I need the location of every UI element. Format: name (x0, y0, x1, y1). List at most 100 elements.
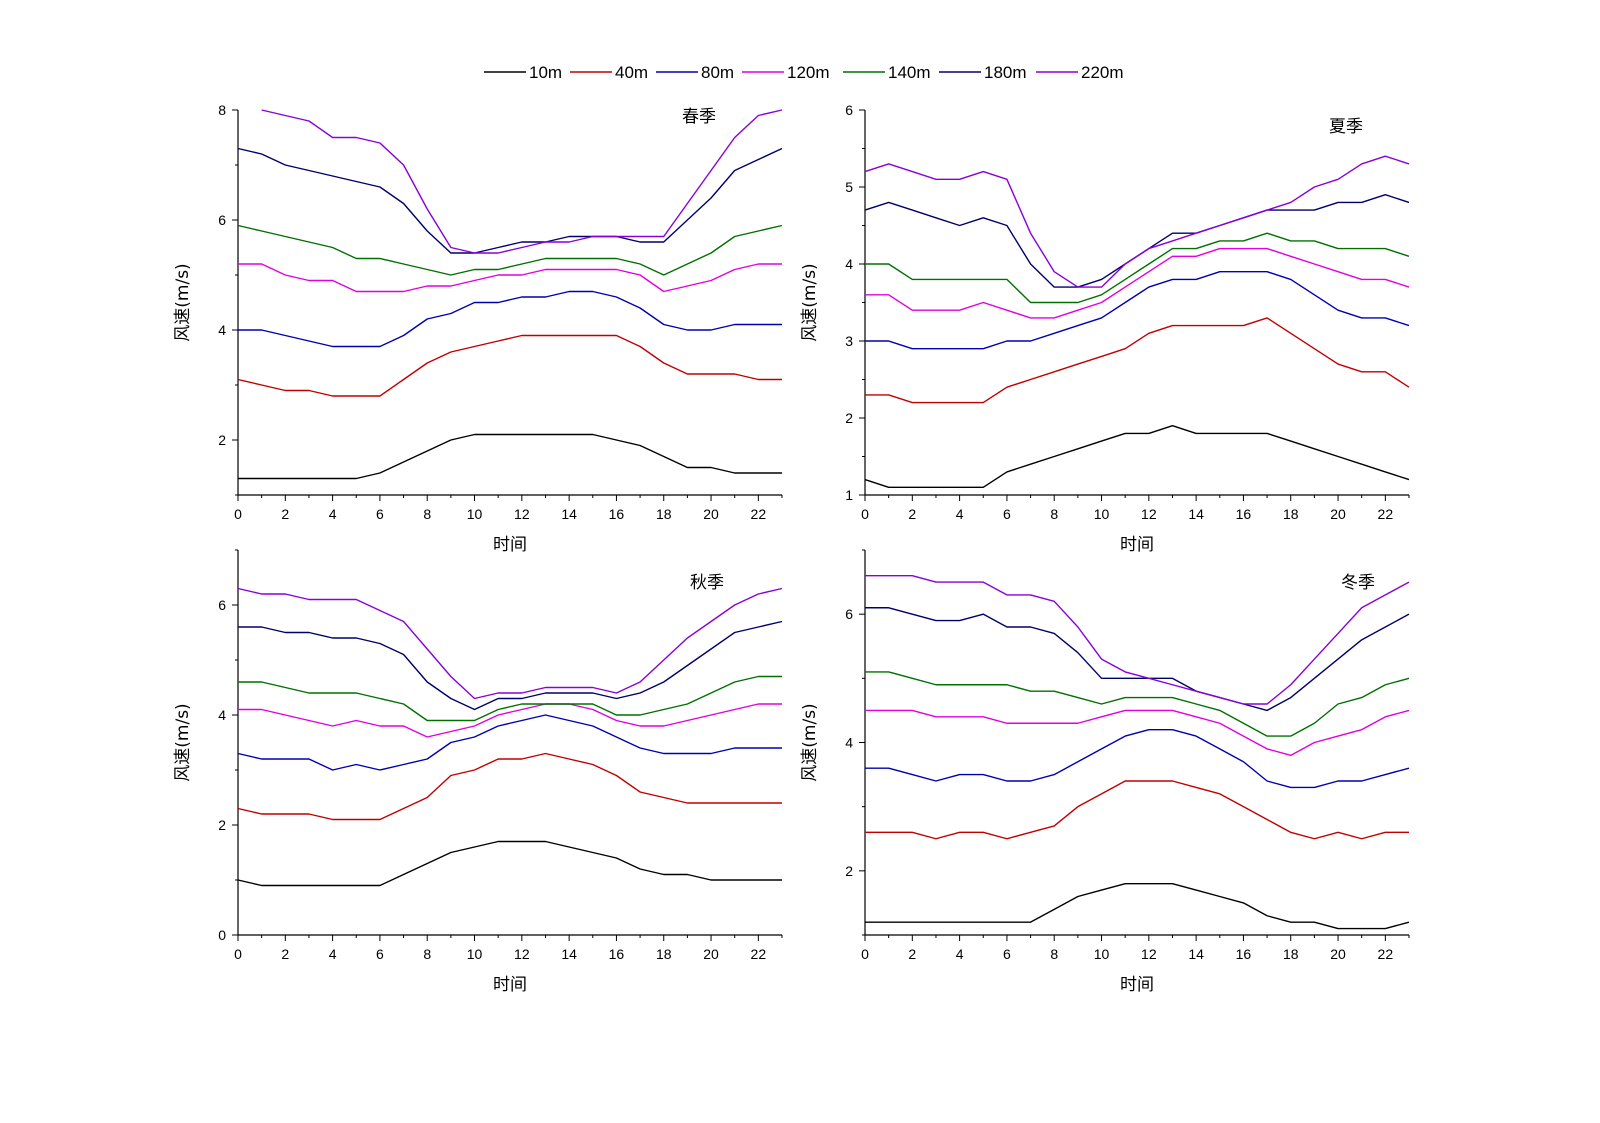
y-axis-title: 风速(m/s) (173, 263, 193, 341)
season-label: 春季 (682, 107, 716, 127)
series-line-180m (238, 620, 783, 711)
x-tick-label: 6 (1003, 946, 1011, 962)
x-tick-label: 2 (281, 946, 289, 962)
series-line-10m (237, 840, 782, 887)
x-tick-label: 12 (1141, 506, 1157, 522)
x-tick-label: 10 (1094, 506, 1110, 522)
series-line-80m (238, 290, 782, 348)
x-tick-label: 14 (1188, 506, 1204, 522)
x-tick-label: 20 (1330, 506, 1346, 522)
y-tick-label: 2 (218, 432, 226, 448)
y-tick-label: 4 (845, 256, 853, 272)
x-tick-label: 8 (1050, 946, 1058, 962)
series-line-120m (865, 709, 1410, 757)
legend-label: 180m (984, 63, 1027, 82)
legend-label: 120m (787, 63, 830, 82)
y-tick-label: 2 (845, 863, 853, 879)
legend-item-180m: 180m (939, 63, 1027, 82)
series-line-140m (865, 232, 1410, 304)
x-tick-label: 10 (467, 506, 483, 522)
x-tick-label: 16 (1236, 506, 1252, 522)
x-tick-label: 2 (908, 506, 916, 522)
y-tick-label: 3 (845, 333, 853, 349)
x-tick-label: 0 (234, 506, 242, 522)
series-line-220m (864, 155, 1410, 288)
x-tick-label: 4 (329, 946, 337, 962)
chart-panel-2: 0 2 4 6 8 10 12 14 16 18 20 22 0 2 4 6 时间 风速(m/s) 秋季 (173, 549, 783, 995)
series-line-140m (237, 224, 783, 276)
x-tick-label: 10 (1094, 946, 1110, 962)
series-line-140m (865, 671, 1410, 737)
y-tick-label: 2 (218, 817, 226, 833)
season-label: 夏季 (1329, 117, 1363, 137)
legend-item-40m: 40m (570, 63, 648, 82)
x-tick-label: 14 (561, 946, 577, 962)
series-line-40m (865, 317, 1410, 404)
x-tick-label: 12 (514, 946, 530, 962)
x-tick-label: 22 (751, 946, 767, 962)
y-tick-label: 6 (845, 606, 853, 622)
series-line-80m (237, 714, 782, 771)
x-tick-label: 8 (423, 946, 431, 962)
x-tick-label: 14 (561, 506, 577, 522)
y-axis-title: 风速(m/s) (800, 263, 820, 341)
series-line-40m (865, 780, 1409, 840)
y-tick-label: 2 (845, 410, 853, 426)
x-tick-label: 20 (703, 506, 719, 522)
series-line-120m (238, 703, 782, 738)
series-line-40m (237, 334, 782, 397)
x-tick-label: 4 (956, 946, 964, 962)
y-tick-label: 4 (845, 735, 853, 751)
x-tick-label: 6 (376, 946, 384, 962)
y-tick-label: 0 (218, 927, 226, 943)
y-tick-label: 4 (218, 707, 226, 723)
legend-label: 40m (615, 63, 648, 82)
y-tick-label: 6 (218, 212, 226, 228)
legend-item-140m: 140m (843, 63, 931, 82)
x-tick-label: 20 (703, 946, 719, 962)
x-tick-label: 20 (1330, 946, 1346, 962)
legend-label: 10m (529, 63, 562, 82)
x-tick-label: 2 (908, 946, 916, 962)
legend-label: 140m (888, 63, 931, 82)
legend-item-80m: 80m (656, 63, 734, 82)
series-line-220m (237, 587, 783, 700)
x-tick-label: 22 (1378, 506, 1394, 522)
legend-item-120m: 120m (742, 63, 830, 82)
x-tick-label: 12 (514, 506, 530, 522)
x-tick-label: 18 (1283, 946, 1299, 962)
x-tick-label: 16 (1236, 946, 1252, 962)
x-tick-label: 6 (376, 506, 384, 522)
y-tick-label: 6 (218, 597, 226, 613)
x-tick-label: 8 (1050, 506, 1058, 522)
x-tick-label: 18 (656, 506, 672, 522)
legend-label: 220m (1081, 63, 1124, 82)
series-line-40m (237, 752, 782, 821)
x-tick-label: 12 (1141, 946, 1157, 962)
y-axis-title: 风速(m/s) (173, 703, 193, 781)
x-tick-label: 0 (861, 946, 869, 962)
series-line-180m (864, 194, 1410, 288)
series-line-120m (865, 247, 1410, 319)
x-axis-title: 时间 (1120, 975, 1154, 995)
x-tick-label: 22 (1378, 946, 1394, 962)
series-line-10m (864, 425, 1410, 488)
series-line-220m (865, 574, 1410, 705)
x-tick-label: 0 (861, 506, 869, 522)
x-tick-label: 2 (281, 506, 289, 522)
x-tick-label: 14 (1188, 946, 1204, 962)
x-tick-label: 16 (609, 506, 625, 522)
x-tick-label: 4 (329, 506, 337, 522)
y-tick-label: 8 (218, 102, 226, 118)
legend-label: 80m (701, 63, 734, 82)
x-axis-title: 时间 (1120, 535, 1154, 555)
x-tick-label: 22 (751, 506, 767, 522)
series-line-120m (238, 263, 782, 293)
x-tick-label: 18 (1283, 506, 1299, 522)
y-tick-label: 6 (845, 102, 853, 118)
series-line-180m (865, 607, 1410, 712)
series-line-80m (865, 271, 1410, 350)
